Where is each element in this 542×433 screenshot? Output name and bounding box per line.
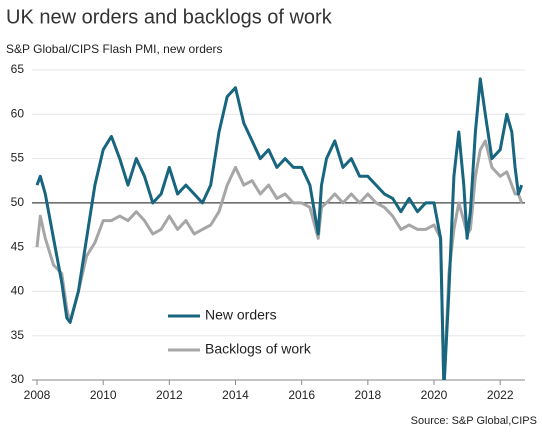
y-tick-label: 35 bbox=[11, 328, 25, 342]
series-line bbox=[35, 77, 524, 380]
legend-label: New orders bbox=[205, 307, 277, 323]
x-tick-label: 2022 bbox=[487, 388, 514, 402]
y-tick-label: 45 bbox=[11, 239, 25, 253]
y-tick-label: 60 bbox=[11, 106, 25, 120]
x-tick-label: 2018 bbox=[354, 388, 381, 402]
y-tick-label: 65 bbox=[11, 62, 25, 76]
x-tick-label: 2010 bbox=[90, 388, 117, 402]
chart-title: UK new orders and backlogs of work bbox=[6, 6, 333, 28]
y-tick-label: 30 bbox=[11, 372, 25, 386]
source-note: Source: S&P Global,CIPS bbox=[411, 415, 537, 427]
x-tick-label: 2020 bbox=[421, 388, 448, 402]
plot-area bbox=[35, 77, 524, 380]
x-tick-label: 2014 bbox=[222, 388, 249, 402]
y-tick-label: 55 bbox=[11, 151, 25, 165]
x-tick-label: 2012 bbox=[156, 388, 183, 402]
y-tick-label: 40 bbox=[11, 284, 25, 298]
y-tick-label: 50 bbox=[11, 195, 25, 209]
x-tick-label: 2016 bbox=[288, 388, 315, 402]
chart-subtitle: S&P Global/CIPS Flash PMI, new orders bbox=[6, 42, 223, 56]
legend-label: Backlogs of work bbox=[205, 341, 312, 357]
x-tick-label: 2008 bbox=[24, 388, 51, 402]
